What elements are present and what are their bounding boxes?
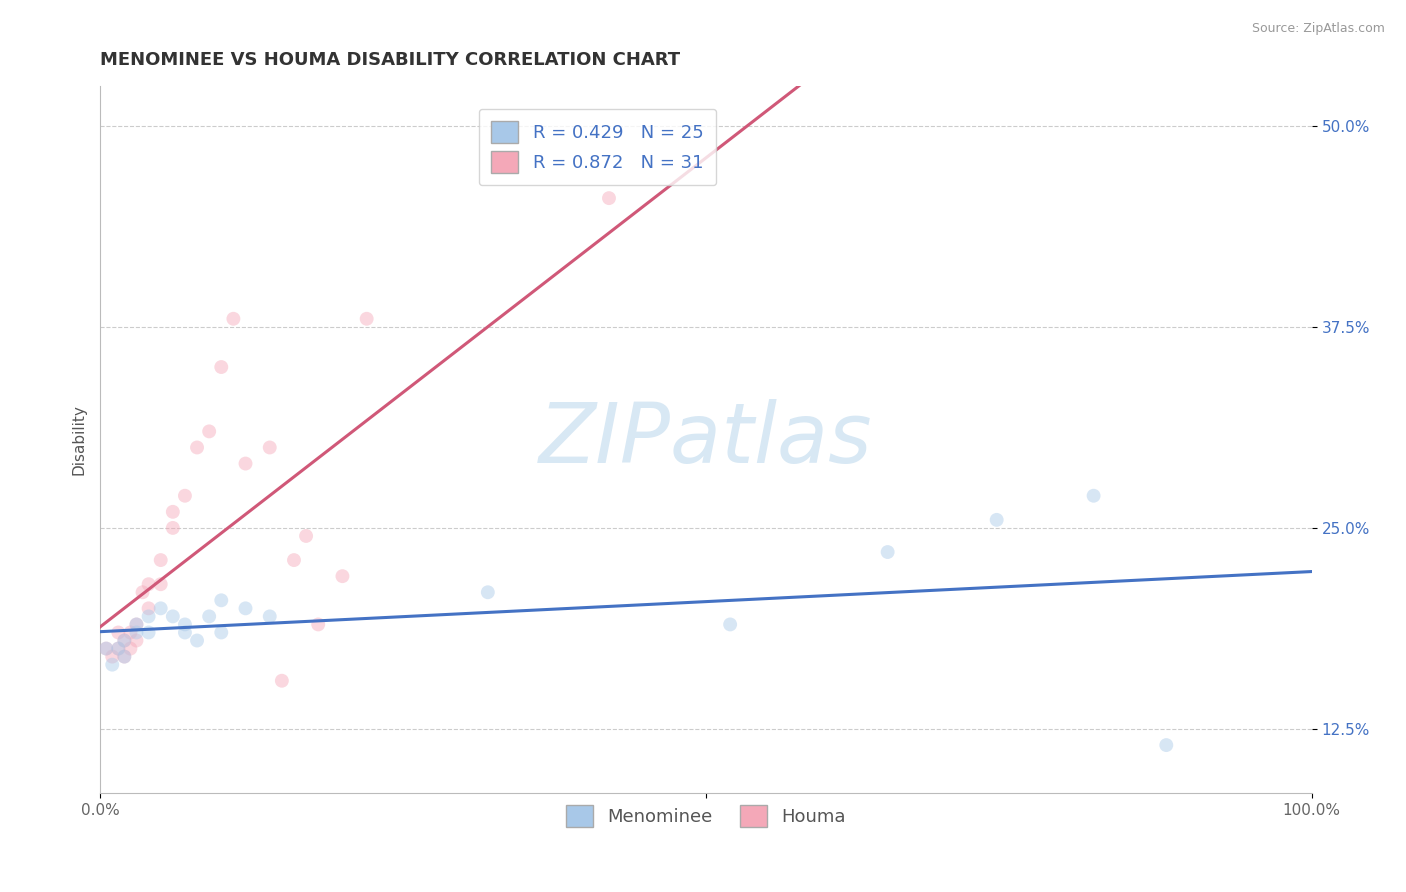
Point [259, 609, 281, 624]
Point [222, 311, 245, 326]
Point [270, 673, 292, 688]
Point [125, 625, 148, 640]
Point [131, 585, 153, 599]
Point [259, 441, 281, 455]
Point [718, 617, 741, 632]
Point [96, 641, 118, 656]
Point [986, 513, 1008, 527]
Point [174, 617, 197, 632]
Point [1156, 738, 1178, 752]
Point [138, 625, 160, 640]
Point [162, 505, 184, 519]
Point [107, 625, 129, 640]
Point [307, 617, 329, 632]
Point [138, 609, 160, 624]
Point [209, 593, 232, 607]
Point [186, 633, 208, 648]
Point [101, 649, 124, 664]
Point [101, 657, 124, 672]
Point [876, 545, 898, 559]
Point [149, 577, 172, 591]
Point [477, 585, 499, 599]
Point [107, 641, 129, 656]
Text: MENOMINEE VS HOUMA DISABILITY CORRELATION CHART: MENOMINEE VS HOUMA DISABILITY CORRELATIO… [100, 51, 681, 69]
Point [107, 641, 129, 656]
Point [149, 553, 172, 567]
Point [112, 633, 135, 648]
Point [283, 553, 305, 567]
Point [356, 311, 378, 326]
Point [112, 633, 135, 648]
Point [174, 625, 197, 640]
Point [112, 649, 135, 664]
Text: ZIPatlas: ZIPatlas [538, 399, 873, 480]
Point [96, 641, 118, 656]
Point [235, 601, 257, 615]
Point [125, 617, 148, 632]
Point [186, 441, 208, 455]
Point [1083, 489, 1105, 503]
Point [120, 625, 142, 640]
Point [598, 191, 620, 205]
Point [198, 425, 221, 439]
Point [125, 617, 148, 632]
Point [332, 569, 354, 583]
Point [209, 625, 232, 640]
Y-axis label: Disability: Disability [72, 404, 86, 475]
Point [235, 457, 257, 471]
Point [112, 649, 135, 664]
Point [162, 521, 184, 535]
Point [198, 609, 221, 624]
Text: Source: ZipAtlas.com: Source: ZipAtlas.com [1251, 22, 1385, 36]
Point [120, 641, 142, 656]
Point [209, 359, 232, 374]
Point [125, 633, 148, 648]
Point [162, 609, 184, 624]
Point [138, 577, 160, 591]
Legend: Menominee, Houma: Menominee, Houma [558, 797, 853, 834]
Point [295, 529, 318, 543]
Point [149, 601, 172, 615]
Point [174, 489, 197, 503]
Point [138, 601, 160, 615]
